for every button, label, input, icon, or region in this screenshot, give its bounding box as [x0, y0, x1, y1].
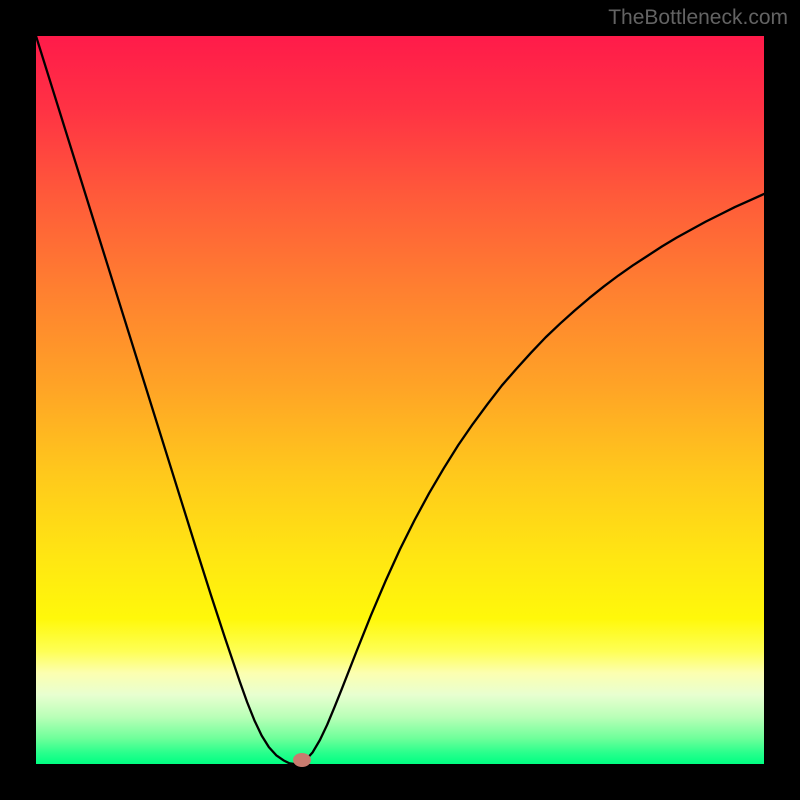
- bottleneck-curve: [36, 36, 764, 764]
- plot-area: [36, 36, 764, 764]
- minimum-marker: [293, 753, 311, 767]
- watermark-text: TheBottleneck.com: [608, 6, 788, 30]
